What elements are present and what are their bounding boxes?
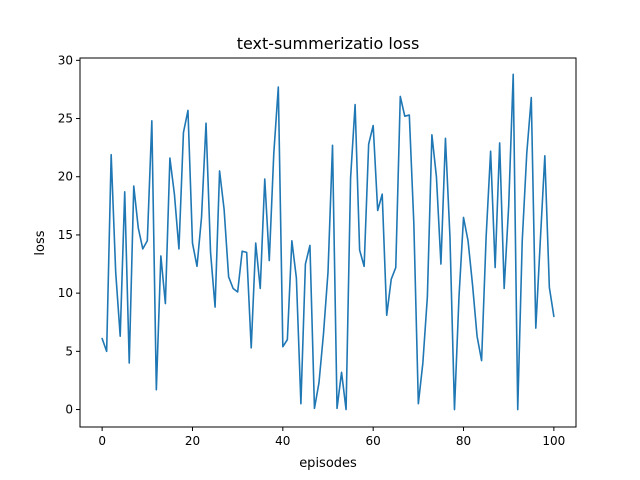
plot-area [101, 73, 555, 411]
y-tick-label: 25 [58, 112, 73, 126]
y-tick-label: 0 [65, 403, 73, 417]
x-tick-label: 80 [456, 434, 471, 448]
y-tick-label: 30 [58, 53, 73, 67]
x-tick-label: 40 [275, 434, 290, 448]
x-tick-label: 60 [366, 434, 381, 448]
series-line [101, 73, 555, 411]
chart-title: text-summerizatio loss [237, 34, 420, 53]
y-axis-label: loss [33, 230, 48, 255]
x-tick-label: 0 [98, 434, 106, 448]
plot-frame [79, 57, 577, 428]
x-tick-label: 20 [185, 434, 200, 448]
x-tick-label: 100 [542, 434, 565, 448]
y-tick-label: 15 [58, 228, 73, 242]
y-tick-label: 20 [58, 170, 73, 184]
x-axis: 0 20 40 60 80 100 [98, 427, 565, 448]
y-axis: 0 5 10 15 20 25 30 [58, 53, 80, 417]
x-axis-label: episodes [299, 456, 357, 471]
y-tick-label: 10 [58, 286, 73, 300]
y-tick-label: 5 [65, 344, 73, 358]
